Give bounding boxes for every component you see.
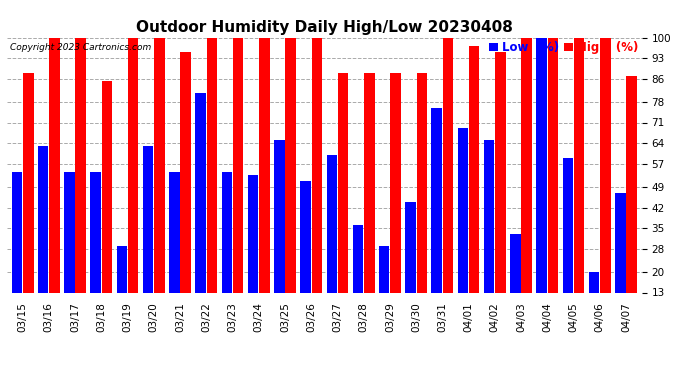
Bar	[180, 52, 191, 292]
Bar	[574, 38, 584, 292]
Bar	[457, 128, 469, 292]
Bar	[274, 140, 284, 292]
Bar	[326, 155, 337, 292]
Bar	[169, 172, 179, 292]
Bar	[600, 38, 611, 292]
Bar	[195, 93, 206, 292]
Bar	[312, 38, 322, 292]
Bar	[431, 108, 442, 292]
Bar	[615, 193, 626, 292]
Bar	[128, 38, 139, 292]
Bar	[49, 38, 60, 292]
Bar	[101, 81, 112, 292]
Text: Copyright 2023 Cartronics.com: Copyright 2023 Cartronics.com	[10, 43, 151, 52]
Bar	[379, 246, 389, 292]
Bar	[469, 46, 480, 292]
Bar	[300, 181, 310, 292]
Bar	[548, 38, 558, 292]
Bar	[64, 172, 75, 292]
Bar	[522, 38, 532, 292]
Bar	[233, 38, 244, 292]
Bar	[143, 146, 153, 292]
Bar	[484, 140, 495, 292]
Bar	[364, 73, 375, 292]
Bar	[286, 38, 296, 292]
Bar	[23, 73, 34, 292]
Bar	[562, 158, 573, 292]
Bar	[248, 175, 258, 292]
Bar	[627, 76, 637, 292]
Bar	[221, 172, 232, 292]
Bar	[38, 146, 48, 292]
Bar	[589, 272, 600, 292]
Bar	[443, 38, 453, 292]
Bar	[117, 246, 127, 292]
Bar	[495, 52, 506, 292]
Bar	[405, 202, 415, 292]
Bar	[75, 38, 86, 292]
Bar	[391, 73, 401, 292]
Legend: Low  (%), High  (%): Low (%), High (%)	[489, 41, 638, 54]
Bar	[154, 38, 165, 292]
Bar	[90, 172, 101, 292]
Bar	[206, 38, 217, 292]
Bar	[12, 172, 22, 292]
Bar	[536, 38, 547, 292]
Bar	[510, 234, 521, 292]
Bar	[353, 225, 363, 292]
Bar	[417, 73, 427, 292]
Bar	[338, 73, 348, 292]
Bar	[259, 38, 270, 292]
Title: Outdoor Humidity Daily High/Low 20230408: Outdoor Humidity Daily High/Low 20230408	[136, 20, 513, 35]
